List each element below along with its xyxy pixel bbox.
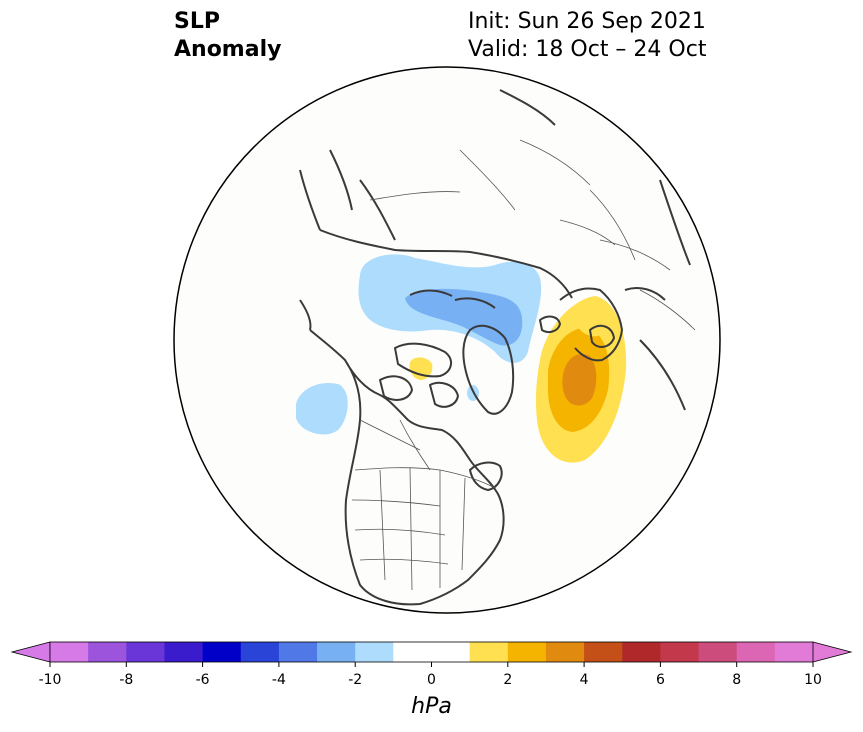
colorbar-tick-label: 2: [503, 672, 512, 688]
colorbar-bin: [469, 642, 509, 662]
date-info: Init: Sun 26 Sep 2021 Valid: 18 Oct – 24…: [468, 8, 706, 64]
colorbar-bin: [50, 642, 89, 662]
colorbar-extend-min: [10, 641, 51, 663]
map-title: SLP Anomaly: [174, 8, 281, 64]
colorbar-bin: [126, 642, 165, 662]
colorbar-bin: [507, 642, 547, 662]
colorbar-tick-label: -4: [272, 672, 286, 688]
colorbar-bin: [88, 642, 127, 662]
map-boundary: [173, 66, 721, 614]
colorbar-bin: [545, 642, 585, 662]
colorbar-tick-label: -8: [119, 672, 133, 688]
colorbar-bin: [317, 642, 356, 662]
colorbar-bin: [622, 642, 661, 662]
positive-anomaly-atlantic-core: [562, 354, 597, 406]
eurasia-coast: [319, 229, 573, 299]
north-america-coast: [344, 359, 505, 606]
europe-coast: [559, 287, 623, 362]
greenland-coast: [462, 324, 515, 415]
colorbar-tick-label: -6: [196, 672, 210, 688]
colorbar-bin: [431, 642, 471, 662]
colorbar-extend-max: [812, 641, 853, 663]
colorbar-bin: [393, 642, 432, 662]
title-line2: Anomaly: [174, 37, 282, 62]
political-borders: [351, 139, 696, 591]
negative-anomaly-pacific: [296, 382, 348, 435]
positive-anomaly-europe: [575, 302, 609, 337]
coastlines: [299, 89, 691, 606]
colorbar-bin: [278, 642, 318, 662]
colorbar-bin: [164, 642, 204, 662]
anomaly-contours: [296, 254, 627, 463]
colorbar-bin: [774, 642, 814, 662]
colorbar-bin: [698, 642, 738, 662]
colorbar-bin: [660, 642, 700, 662]
positive-anomaly-canada: [409, 357, 433, 380]
title-line1: SLP: [174, 9, 220, 34]
negative-anomaly-eurasia-core: [405, 288, 523, 346]
colorbar-bin: [355, 642, 394, 662]
polar-map: [174, 67, 720, 613]
colorbar-bin: [584, 642, 623, 662]
colorbar-tick-label: 10: [804, 672, 822, 688]
colorbar-tick-label: -2: [348, 672, 362, 688]
colorbar-bin: [202, 642, 242, 662]
colorbar-bin: [736, 642, 776, 662]
colorbar-tick-label: -10: [39, 672, 62, 688]
init-date: Init: Sun 26 Sep 2021: [468, 9, 706, 34]
colorbar-bin: [240, 642, 280, 662]
valid-range: Valid: 18 Oct – 24 Oct: [468, 37, 707, 62]
colorbar-tick-label: 6: [656, 672, 665, 688]
colorbar-unit: hPa: [411, 694, 452, 719]
colorbar-tick-label: 0: [427, 672, 436, 688]
colorbar-tick-label: 4: [580, 672, 589, 688]
colorbar: -10 -8 -6 -4 -2 0 2 4 6 8 10: [10, 641, 853, 688]
alaska-coast: [309, 329, 346, 361]
colorbar-tick-label: 8: [732, 672, 741, 688]
